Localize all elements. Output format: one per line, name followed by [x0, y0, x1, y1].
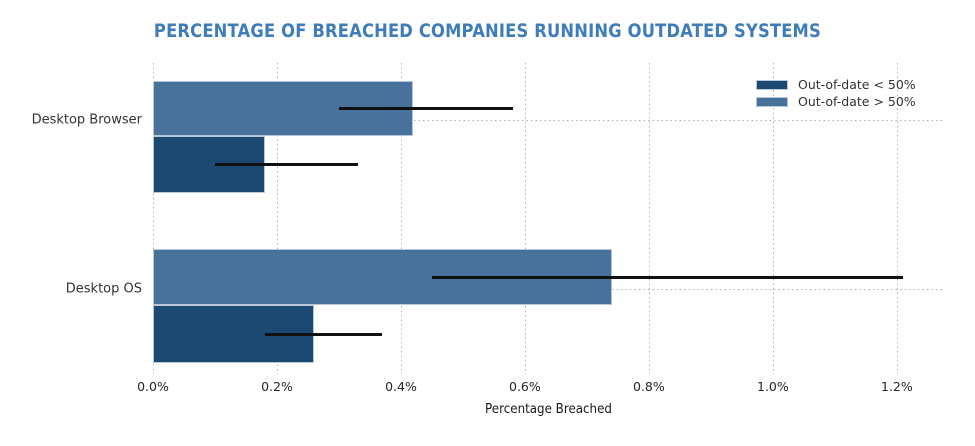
x-gridline	[153, 63, 154, 374]
x-gridline	[401, 63, 402, 374]
legend-row: Out-of-date < 50%	[756, 76, 916, 93]
x-gridline	[277, 63, 278, 374]
x-tick-label: 0.4%	[385, 379, 417, 394]
category-label: Desktop OS	[65, 281, 142, 297]
y-gridline	[153, 120, 944, 121]
legend-label: Out-of-date > 50%	[798, 94, 916, 109]
x-tick-label: 1.0%	[757, 379, 789, 394]
x-tick-label: 0.6%	[509, 379, 541, 394]
legend-row: Out-of-date > 50%	[756, 93, 916, 110]
x-tick-label: 0.2%	[261, 379, 293, 394]
legend-swatch-icon	[756, 79, 788, 90]
plot-area	[153, 63, 944, 374]
error-bar	[215, 163, 358, 166]
error-bar	[264, 332, 383, 336]
category-label: Desktop Browser	[31, 112, 142, 128]
x-axis-label: Percentage Breached	[485, 401, 612, 417]
error-bar	[339, 107, 513, 110]
x-tick-label: 0.0%	[137, 379, 169, 394]
error-bar	[432, 275, 904, 279]
legend: Out-of-date < 50% Out-of-date > 50%	[756, 76, 916, 110]
x-tick-label: 0.8%	[633, 379, 665, 394]
x-tick-label: 1.2%	[881, 379, 913, 394]
legend-swatch-icon	[756, 96, 788, 107]
x-gridline	[648, 63, 650, 374]
x-gridline	[772, 63, 774, 374]
chart-title: PERCENTAGE OF BREACHED COMPANIES RUNNING…	[153, 20, 821, 42]
x-gridline	[896, 63, 898, 374]
x-gridline	[524, 63, 526, 374]
legend-label: Out-of-date < 50%	[798, 77, 916, 92]
